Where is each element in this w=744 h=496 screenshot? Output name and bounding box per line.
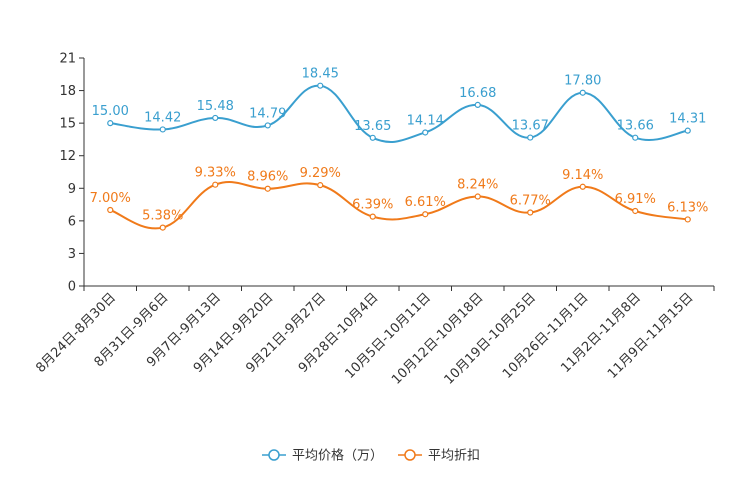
y-tick-label: 12 — [59, 149, 76, 164]
data-point[interactable] — [369, 213, 376, 220]
legend-label: 平均折扣 — [428, 449, 480, 464]
y-tick-label: 18 — [59, 84, 76, 99]
data-label: 9.14% — [562, 168, 603, 183]
x-tick-label: 10月12日-10月18日 — [389, 290, 486, 387]
data-label: 6.39% — [352, 198, 393, 213]
data-label: 15.48 — [197, 99, 234, 114]
legend-item-1[interactable]: 平均价格（万） — [262, 448, 383, 464]
data-label: 13.67 — [512, 119, 549, 134]
data-point[interactable] — [579, 183, 586, 190]
data-point[interactable] — [684, 216, 691, 223]
data-label: 14.31 — [669, 112, 706, 127]
data-point[interactable] — [317, 82, 324, 89]
data-point[interactable] — [632, 134, 639, 141]
data-label: 17.80 — [564, 74, 601, 89]
data-point[interactable] — [317, 182, 324, 189]
legend-label: 平均价格（万） — [292, 448, 383, 464]
legend-marker-icon — [404, 449, 416, 461]
data-point[interactable] — [422, 211, 429, 218]
data-point[interactable] — [264, 185, 271, 192]
data-point[interactable] — [159, 126, 166, 133]
data-label: 14.14 — [407, 113, 444, 128]
data-label: 9.29% — [300, 166, 341, 181]
axes — [83, 58, 714, 287]
data-point[interactable] — [474, 193, 481, 200]
legend-item-2[interactable]: 平均折扣 — [398, 449, 480, 464]
data-point[interactable] — [264, 122, 271, 129]
data-label: 6.77% — [510, 193, 551, 208]
y-tick-label: 3 — [68, 247, 76, 262]
data-point[interactable] — [107, 120, 114, 127]
x-tick-labels: 8月24日-8月30日8月31日-9月6日9月7日-9月13日9月14日-9月2… — [33, 286, 715, 388]
y-tick-label: 6 — [68, 214, 76, 229]
y-tick-labels: 0 3 6 9 12 15 18 21 — [59, 52, 84, 295]
legend-marker-icon — [268, 449, 280, 461]
data-point[interactable] — [632, 207, 639, 215]
series-1: 15.00 14.42 15.48 14.79 18.45 13.65 14.14 16.68… — [92, 67, 706, 143]
data-label: 14.42 — [144, 110, 181, 125]
y-tick-label: 21 — [59, 52, 76, 67]
data-label: 5.38% — [142, 209, 183, 224]
data-point[interactable] — [684, 127, 691, 134]
series-line — [109, 181, 688, 230]
data-label: 13.65 — [354, 119, 391, 134]
data-label: 6.91% — [615, 192, 656, 207]
data-point[interactable] — [159, 224, 166, 231]
y-tick-label: 9 — [68, 182, 76, 197]
data-point[interactable] — [212, 181, 219, 188]
data-label: 8.24% — [457, 178, 498, 193]
data-label: 6.61% — [405, 195, 446, 210]
data-label: 15.00 — [92, 104, 129, 119]
data-label: 14.79 — [249, 106, 286, 121]
y-tick-label: 0 — [68, 280, 76, 295]
series-layer: 15.00 14.42 15.48 14.79 18.45 13.65 14.14 16.68… — [90, 67, 708, 231]
series-2: 7.00% 5.38% 9.33% 8.96% 9.29% 6.39% 6.61% 8.24%… — [90, 166, 708, 231]
data-point[interactable] — [212, 114, 219, 122]
data-point[interactable] — [527, 134, 534, 141]
y-tick-label: 15 — [59, 117, 76, 132]
legend[interactable]: 平均价格（万） 平均折扣 — [262, 448, 480, 464]
data-point[interactable] — [474, 101, 481, 109]
data-label: 18.45 — [302, 67, 339, 82]
data-label: 8.96% — [247, 170, 288, 185]
x-tick-label: 10月19日-10月25日 — [442, 290, 539, 387]
data-label: 9.33% — [195, 166, 236, 181]
data-point[interactable] — [527, 209, 534, 216]
data-point[interactable] — [369, 134, 376, 141]
data-point[interactable] — [422, 129, 429, 136]
data-label: 7.00% — [90, 191, 131, 206]
data-point[interactable] — [579, 89, 586, 96]
data-label: 6.13% — [667, 200, 708, 215]
data-point[interactable] — [107, 206, 114, 214]
data-label: 16.68 — [459, 86, 496, 101]
data-label: 13.66 — [617, 119, 654, 134]
